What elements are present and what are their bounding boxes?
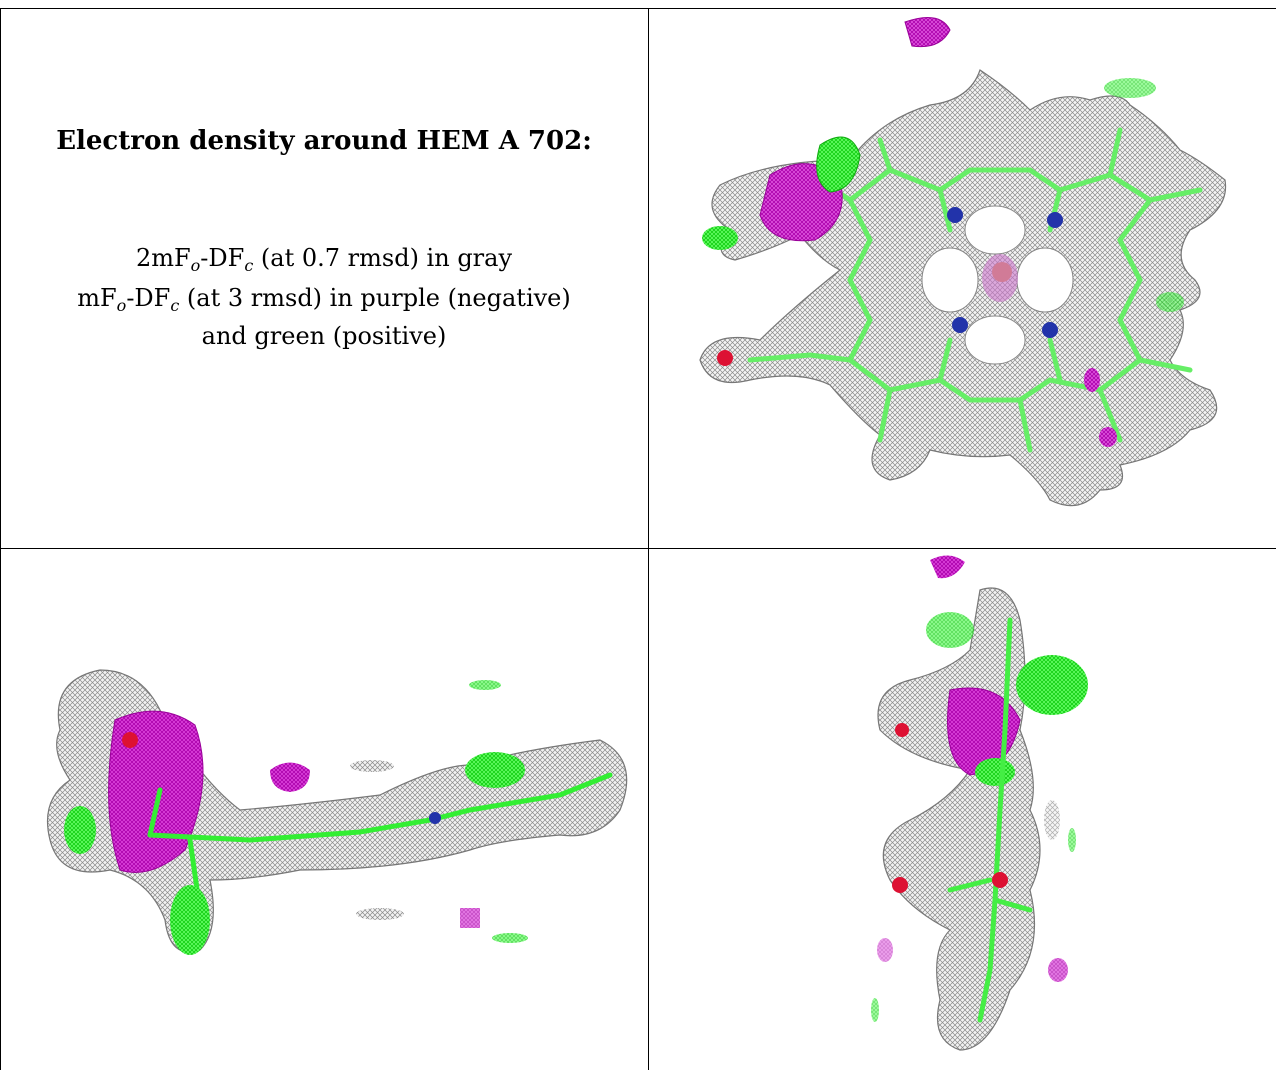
heme-side-view-image: [46, 669, 628, 955]
caption-cell: Electron density around HEM A 702: 2mFo-…: [0, 0, 648, 548]
caption-line-2mfo: 2mFo-DFc (at 0.7 rmsd) in gray: [135, 244, 513, 275]
density-panel-edge-view: [650, 550, 1276, 1070]
heme-top-view-image: [699, 17, 1227, 507]
caption-title: Electron density around HEM A 702:: [56, 126, 592, 156]
heme-edge-view-image: [871, 555, 1088, 1051]
density-panel-top-view: [650, 10, 1276, 548]
caption-line-green: and green (positive): [201, 322, 447, 350]
grid-line-center: [648, 8, 649, 1070]
caption-line-mfo: mFo-DFc (at 3 rmsd) in purple (negative): [77, 284, 571, 315]
grid-line-left: [0, 8, 1, 1070]
density-panel-side-view: [0, 550, 648, 1070]
grid-line-middle: [0, 548, 1276, 549]
grid-line-top: [0, 8, 1276, 9]
